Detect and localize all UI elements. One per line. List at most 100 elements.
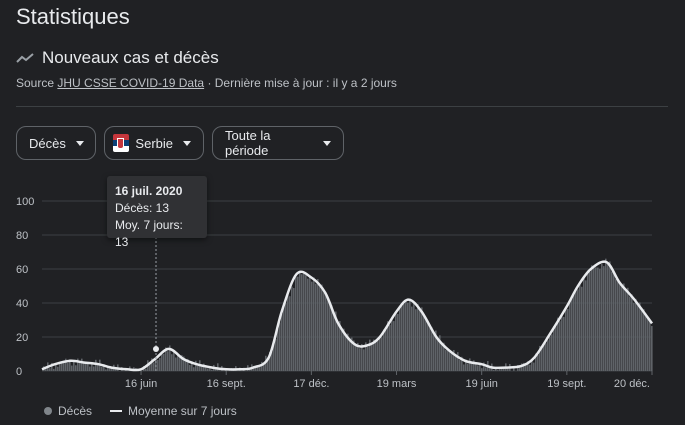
daily-death-bar <box>483 362 485 371</box>
daily-death-bar <box>533 362 535 371</box>
daily-death-bar <box>421 307 423 371</box>
daily-death-bar <box>55 364 57 371</box>
daily-death-bar <box>385 329 387 371</box>
daily-death-bar <box>403 303 405 371</box>
daily-death-bar <box>643 309 645 371</box>
daily-death-bar <box>51 362 53 371</box>
daily-death-bar <box>459 360 461 371</box>
daily-death-bar <box>433 333 435 371</box>
y-tick-label: 100 <box>16 196 34 208</box>
daily-death-bar <box>639 302 641 371</box>
daily-death-bar <box>427 321 429 371</box>
source-link[interactable]: JHU CSSE COVID-19 Data <box>57 76 205 90</box>
daily-death-bar <box>539 345 541 371</box>
daily-death-bar <box>481 368 483 371</box>
page-title: Statistiques <box>16 4 130 29</box>
daily-death-bar <box>171 354 173 371</box>
daily-death-bar <box>195 360 197 371</box>
daily-death-bar <box>559 321 561 371</box>
daily-death-bar <box>579 283 581 371</box>
divider <box>16 106 668 107</box>
daily-death-bar <box>271 351 273 371</box>
daily-death-bar <box>309 277 311 371</box>
daily-death-bar <box>593 268 595 371</box>
daily-death-bar <box>387 321 389 371</box>
daily-death-bar <box>319 286 321 371</box>
daily-death-bar <box>383 329 385 371</box>
daily-death-bar <box>621 283 623 371</box>
section-title: Nouveaux cas et décès <box>42 48 219 67</box>
daily-death-bar <box>477 365 479 371</box>
daily-death-bar <box>255 366 257 371</box>
y-tick-label: 40 <box>16 298 28 310</box>
daily-death-bar <box>49 368 51 371</box>
daily-death-bar <box>575 288 577 371</box>
daily-death-bar <box>479 363 481 371</box>
daily-death-bar <box>69 359 71 371</box>
daily-death-bar <box>95 359 97 371</box>
x-tick-label: 20 déc. <box>614 378 650 390</box>
daily-death-bar <box>63 361 65 371</box>
daily-death-bar <box>305 275 307 371</box>
daily-death-bar <box>407 302 409 371</box>
daily-death-bar <box>429 327 431 371</box>
daily-death-bar <box>645 313 647 371</box>
daily-death-bar <box>631 294 633 371</box>
daily-death-bar <box>447 348 449 371</box>
daily-death-bar <box>527 361 529 371</box>
daily-death-bar <box>109 368 111 371</box>
y-tick-label: 80 <box>16 230 28 242</box>
daily-death-bar <box>339 321 341 371</box>
daily-death-bar <box>373 339 375 371</box>
daily-death-bar <box>547 340 549 371</box>
daily-death-bar <box>183 356 185 371</box>
daily-death-bar <box>93 366 95 371</box>
daily-death-bar <box>585 280 587 371</box>
daily-death-bar <box>395 313 397 371</box>
daily-death-bar <box>535 353 537 371</box>
daily-death-bar <box>571 297 573 371</box>
caret-down-icon <box>183 140 191 146</box>
daily-death-bar <box>187 358 189 371</box>
series-line-moyenne <box>41 260 654 372</box>
daily-death-bar <box>217 363 219 371</box>
daily-death-bar <box>455 354 457 371</box>
daily-death-bar <box>467 363 469 371</box>
daily-death-bar <box>543 342 545 371</box>
daily-death-bar <box>311 281 313 371</box>
daily-death-bar <box>329 303 331 371</box>
daily-death-bar <box>357 342 359 371</box>
tooltip-date: 16 juil. 2020 <box>115 184 183 198</box>
metric-dropdown-label: Décès <box>29 135 66 151</box>
daily-death-bar <box>81 358 83 371</box>
x-tick-label: 19 juin <box>465 378 497 390</box>
country-dropdown[interactable]: Serbie <box>104 126 204 160</box>
daily-death-bar <box>193 367 195 371</box>
daily-death-bar <box>111 367 113 371</box>
daily-death-bar <box>485 367 487 371</box>
legend-average-label: Moyenne sur 7 jours <box>128 404 237 418</box>
daily-death-bar <box>541 348 543 371</box>
daily-death-bar <box>289 296 291 371</box>
daily-death-bar <box>469 358 471 371</box>
daily-death-bar <box>321 284 323 371</box>
daily-death-bar <box>259 367 261 371</box>
daily-death-bar <box>169 345 171 371</box>
source-prefix: Source <box>16 76 55 90</box>
daily-death-bar <box>295 276 297 371</box>
daily-death-bar <box>635 298 637 371</box>
daily-death-bar <box>425 317 427 371</box>
daily-death-bar <box>431 327 433 371</box>
daily-death-bar <box>323 292 325 371</box>
daily-death-bar <box>59 362 61 371</box>
daily-death-bar <box>277 329 279 371</box>
daily-death-bar <box>445 349 447 371</box>
legend-deaths-label: Décès <box>58 404 93 418</box>
daily-death-bar <box>461 356 463 371</box>
daily-death-bar <box>567 309 569 371</box>
metric-dropdown[interactable]: Décès <box>16 126 96 160</box>
daily-death-bar <box>57 366 59 371</box>
period-dropdown[interactable]: Toute la période <box>212 126 344 160</box>
daily-death-bar <box>267 359 269 371</box>
